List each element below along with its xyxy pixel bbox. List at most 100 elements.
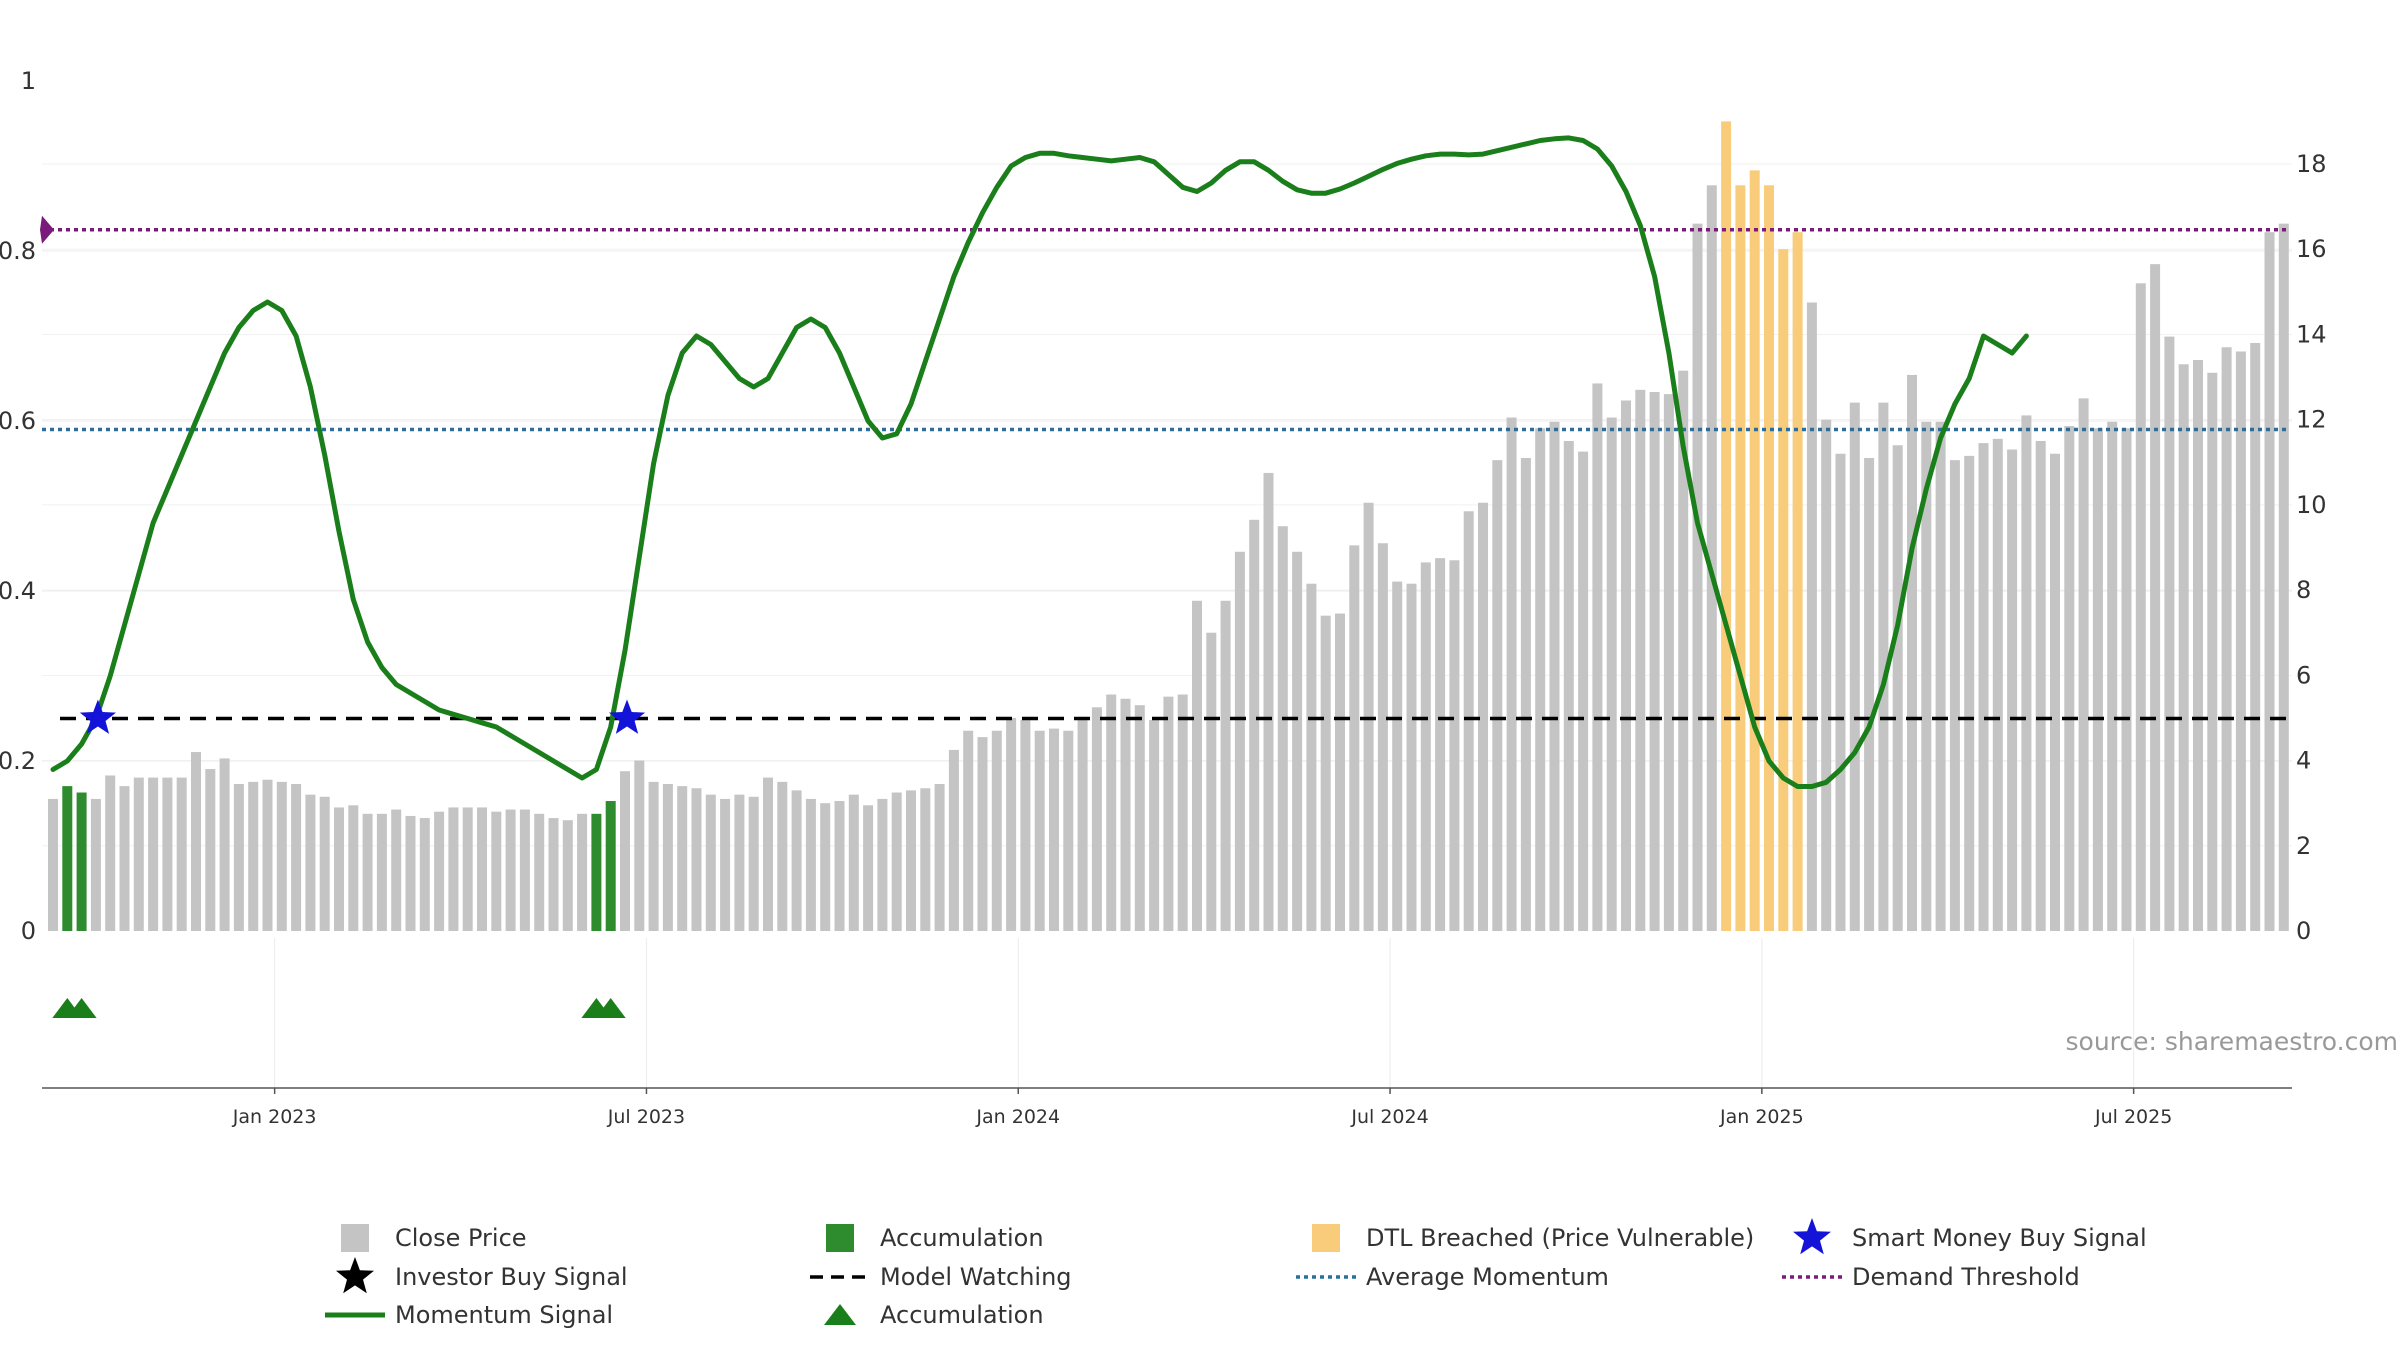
close-price-bar xyxy=(248,781,259,931)
close-price-bar xyxy=(376,813,387,931)
close-price-bar xyxy=(477,807,487,931)
left-axis-tick: 1 xyxy=(21,67,36,95)
close-price-bar xyxy=(1420,562,1431,931)
close-price-bar xyxy=(191,752,201,931)
legend-swatch-close-price xyxy=(341,1224,369,1252)
close-price-bar xyxy=(1034,730,1045,931)
momentum-signal-line xyxy=(50,135,2029,789)
close-price-bar xyxy=(1949,460,1960,931)
legend-item: Investor Buy Signal xyxy=(336,1257,628,1294)
dtl-breached-bar xyxy=(1735,185,1746,932)
legend-item: Momentum Signal xyxy=(325,1301,613,1329)
close-price-bar xyxy=(1520,458,1531,931)
close-price-bar xyxy=(1349,545,1360,931)
close-price-bar xyxy=(448,807,459,931)
close-price-bar xyxy=(548,818,559,931)
accumulation-marker xyxy=(66,998,97,1018)
close-price-bar xyxy=(1907,374,1917,931)
close-price-bar xyxy=(1835,453,1846,931)
close-price-bar xyxy=(1263,472,1274,931)
momentum-layer xyxy=(50,135,2029,789)
close-price-bar xyxy=(820,803,831,931)
legend-item: Accumulation xyxy=(824,1301,1044,1329)
close-price-bar xyxy=(1077,717,1088,931)
close-price-bar xyxy=(434,811,445,931)
close-price-bar xyxy=(319,796,330,931)
right-axis-tick: 16 xyxy=(2296,235,2327,263)
legend-label: Close Price xyxy=(395,1224,527,1252)
close-price-bar xyxy=(1892,445,1903,931)
close-price-bar xyxy=(1292,551,1303,931)
x-axis-tick: Jul 2025 xyxy=(2094,1106,2172,1128)
close-price-bar xyxy=(1849,402,1860,932)
close-price-bar xyxy=(262,779,273,931)
right-axis-tick: 14 xyxy=(2296,320,2327,348)
source-label: source: sharemaestro.com xyxy=(2066,1027,2399,1056)
close-price-bar xyxy=(1621,400,1631,931)
legend-item: DTL Breached (Price Vulnerable) xyxy=(1312,1224,1754,1252)
close-price-bar xyxy=(176,777,187,931)
close-price-bar xyxy=(534,813,545,931)
close-price-bar xyxy=(2107,421,2118,931)
signal-markers xyxy=(52,699,646,1018)
x-axis-tick: Jan 2025 xyxy=(1719,1106,1804,1128)
legend-item: Model Watching xyxy=(810,1263,1072,1291)
close-price-bar xyxy=(791,790,802,931)
left-axis-tick: 0.4 xyxy=(0,577,36,605)
close-price-bar xyxy=(1578,451,1589,931)
close-price-bar xyxy=(1106,694,1117,931)
close-price-bar xyxy=(1649,391,1660,931)
close-price-bar xyxy=(2264,232,2275,931)
legend-item: Close Price xyxy=(341,1224,527,1252)
smart-money-buy-signal xyxy=(608,699,646,734)
close-price-bar xyxy=(48,798,58,931)
close-price-bar xyxy=(205,769,216,931)
dtl-breached-bar xyxy=(1778,249,1789,931)
legend-swatch-dtl xyxy=(1312,1224,1340,1252)
close-price-bar xyxy=(1592,383,1603,931)
legend-label: Demand Threshold xyxy=(1852,1263,2080,1291)
close-price-bar xyxy=(2250,342,2261,931)
close-price-bar xyxy=(105,775,116,931)
close-price-bar xyxy=(577,813,588,931)
legend-triangle-icon xyxy=(824,1304,856,1325)
close-price-bar xyxy=(348,805,359,931)
close-price-bar xyxy=(1635,389,1646,932)
close-price-bar xyxy=(1921,421,1932,931)
close-price-bar xyxy=(2207,372,2218,931)
demand-threshold-marker xyxy=(40,215,54,244)
legend-label: Average Momentum xyxy=(1366,1263,1609,1291)
legend-star-black-icon xyxy=(336,1257,374,1294)
close-price-bar xyxy=(1063,730,1074,931)
close-price-bar xyxy=(748,796,759,931)
close-price-bar xyxy=(977,737,988,931)
close-price-bar xyxy=(2050,453,2060,931)
close-price-bar xyxy=(1478,502,1488,931)
close-price-bar xyxy=(1006,717,1017,931)
close-price-bar xyxy=(334,807,344,931)
close-price-bar xyxy=(891,792,902,931)
close-price-bar xyxy=(620,771,630,931)
close-price-bar xyxy=(2021,415,2032,932)
left-axis-tick: 0.2 xyxy=(0,747,36,775)
close-price-bar xyxy=(391,809,402,931)
legend-label: Investor Buy Signal xyxy=(395,1263,628,1291)
close-price-bar xyxy=(1392,581,1403,931)
close-price-bar xyxy=(1878,402,1889,932)
accumulation-bar xyxy=(76,792,87,931)
dtl-breached-bar xyxy=(1721,121,1732,931)
close-price-bar xyxy=(763,777,773,931)
legend-star-blue-icon xyxy=(1793,1218,1831,1255)
close-price-bar xyxy=(720,798,731,931)
close-price-bar xyxy=(1377,543,1388,931)
close-price-bar xyxy=(1249,519,1260,931)
legend-label: Accumulation xyxy=(880,1301,1044,1329)
close-price-bar xyxy=(1463,511,1474,931)
close-price-bar xyxy=(419,818,430,931)
close-price-bar xyxy=(1177,694,1188,931)
close-price-bar xyxy=(505,809,516,931)
close-price-bar xyxy=(662,783,673,931)
legend-item: Demand Threshold xyxy=(1782,1263,2080,1291)
close-price-bar xyxy=(1220,600,1231,931)
close-price-bar xyxy=(1134,705,1145,931)
